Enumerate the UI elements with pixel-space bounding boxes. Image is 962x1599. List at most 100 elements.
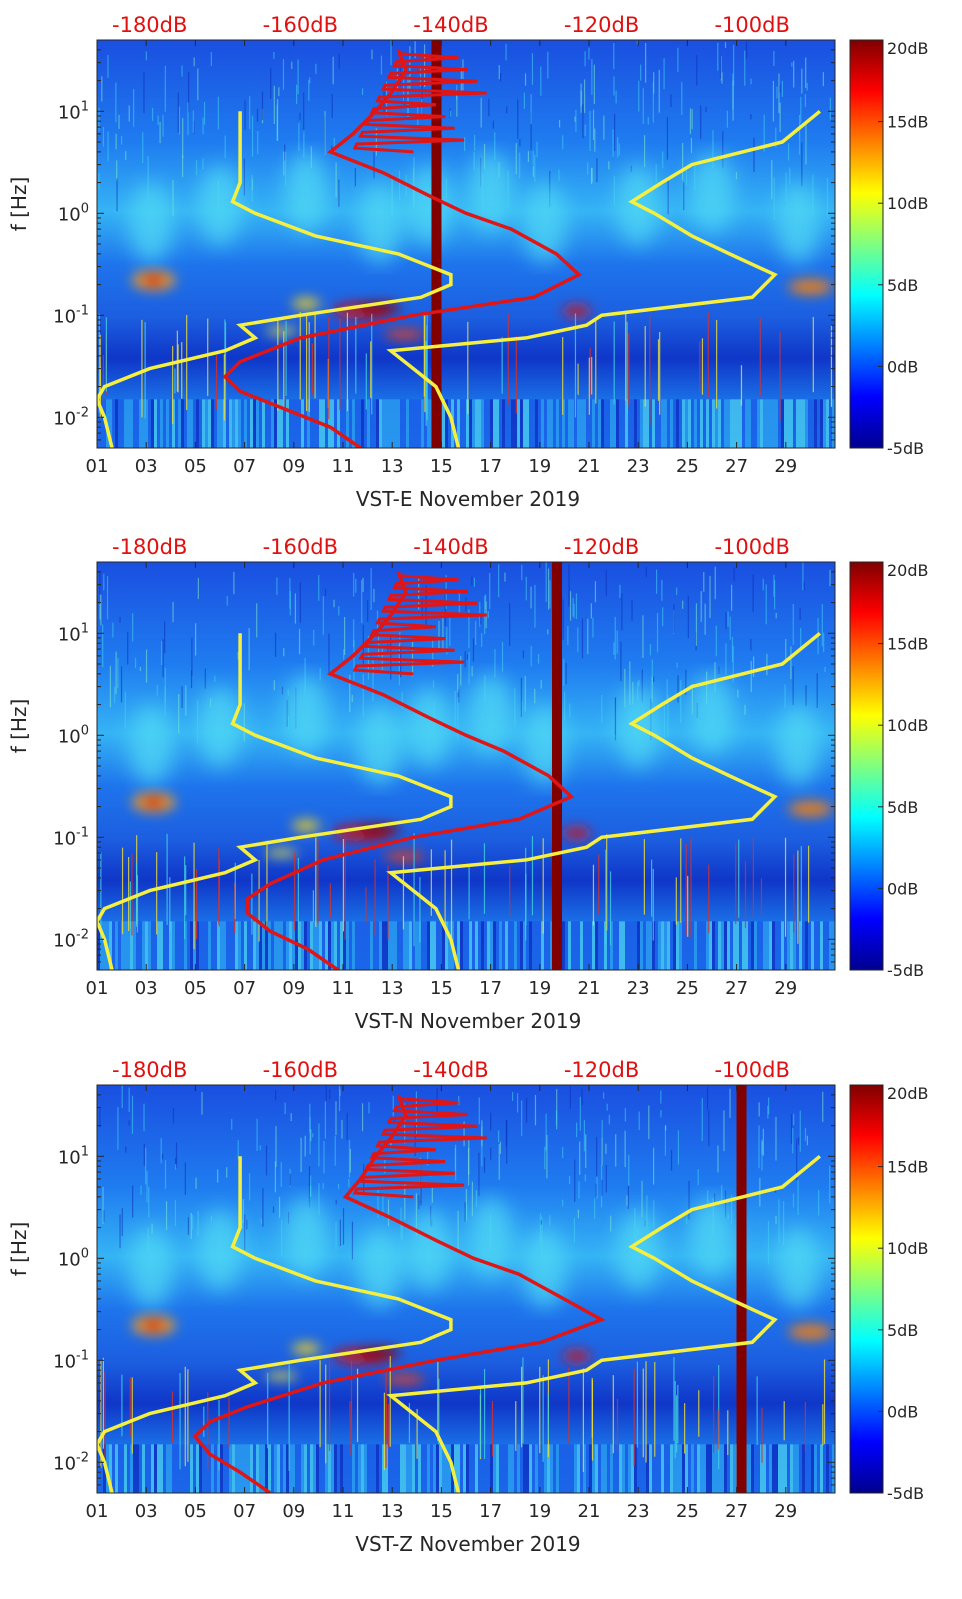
x-tick-label: 19 bbox=[528, 978, 551, 999]
x-tick-label: 27 bbox=[725, 1501, 748, 1522]
colorbar-label: 0dB bbox=[887, 357, 918, 376]
colorbar-label: 0dB bbox=[887, 1402, 918, 1421]
colorbar-label: 5dB bbox=[887, 798, 918, 817]
x-tick-label: 11 bbox=[332, 456, 355, 477]
x-tick-label: 03 bbox=[135, 978, 158, 999]
colorbar-label: 20dB bbox=[887, 561, 929, 580]
colorbar-label: 15dB bbox=[887, 635, 929, 654]
x-tick-label: 23 bbox=[627, 978, 650, 999]
panel-3: 01 03 05 07 09 11 13 15 17 19 21 23 25 27 29 VST-Z Nove… bbox=[7, 1058, 929, 1556]
data-gap-column bbox=[736, 1085, 747, 1493]
colorbar-label: 10dB bbox=[887, 1239, 929, 1258]
x-tick-label: 01 bbox=[86, 978, 109, 999]
psd-spikes bbox=[352, 574, 487, 676]
top-db-label: -160dB bbox=[263, 1058, 338, 1082]
x-tick-label: 05 bbox=[184, 456, 207, 477]
top-db-label: -160dB bbox=[263, 535, 338, 559]
colorbar-label: 0dB bbox=[887, 879, 918, 898]
top-db-label: -140dB bbox=[413, 535, 488, 559]
colorbar bbox=[849, 39, 884, 449]
median-psd-curve bbox=[245, 571, 575, 970]
nlnm-curve bbox=[97, 633, 453, 970]
x-tick-label: 21 bbox=[578, 1501, 601, 1522]
top-db-label: -160dB bbox=[263, 13, 338, 37]
y-tick-label: 101 bbox=[58, 99, 89, 123]
x-tick-label: 25 bbox=[676, 1501, 699, 1522]
colorbar bbox=[849, 561, 884, 971]
y-axis-label: f [Hz] bbox=[7, 699, 31, 754]
colorbar-label: 15dB bbox=[887, 113, 929, 132]
x-tick-label: 11 bbox=[332, 1501, 355, 1522]
y-tick-label: 100 bbox=[58, 723, 89, 747]
x-tick-label: 05 bbox=[184, 978, 207, 999]
nlnm-curve bbox=[97, 111, 453, 448]
low-frequency-band bbox=[97, 399, 835, 448]
colorbar-label: -5dB bbox=[887, 439, 924, 458]
noise-texture bbox=[98, 40, 831, 221]
spectrogram-1 bbox=[97, 40, 835, 448]
transient-streaks bbox=[100, 833, 810, 950]
transient-streaks bbox=[98, 312, 833, 426]
x-tick-label: 07 bbox=[233, 456, 256, 477]
colorbar-label: -5dB bbox=[887, 961, 924, 980]
median-psd-curve bbox=[222, 49, 583, 448]
x-tick-label: 29 bbox=[774, 1501, 797, 1522]
x-tick-label: 19 bbox=[528, 456, 551, 477]
psd-spikes bbox=[352, 1097, 487, 1199]
y-axis-label: f [Hz] bbox=[7, 1222, 31, 1277]
x-axis-label: VST-Z November 2019 bbox=[355, 1532, 580, 1556]
colorbar-label: 5dB bbox=[887, 276, 918, 295]
x-tick-label: 21 bbox=[578, 456, 601, 477]
colorbar bbox=[849, 1084, 884, 1494]
x-tick-label: 05 bbox=[184, 1501, 207, 1522]
x-axis-label: VST-E November 2019 bbox=[356, 487, 580, 511]
nhnm-curve bbox=[386, 631, 822, 970]
top-db-label: -120dB bbox=[564, 13, 639, 37]
top-db-label: -120dB bbox=[564, 1058, 639, 1082]
x-tick-label: 19 bbox=[528, 1501, 551, 1522]
x-tick-label: 03 bbox=[135, 1501, 158, 1522]
psd-spikes bbox=[352, 52, 487, 154]
x-tick-label: 15 bbox=[430, 456, 453, 477]
colorbar-label: 10dB bbox=[887, 716, 929, 735]
x-axis-label: VST-N November 2019 bbox=[355, 1009, 582, 1033]
spectrogram-2 bbox=[97, 562, 835, 970]
x-tick-label: 03 bbox=[135, 456, 158, 477]
spectrogram-3 bbox=[97, 1085, 835, 1493]
x-tick-label: 09 bbox=[282, 1501, 305, 1522]
top-db-label: -180dB bbox=[112, 13, 187, 37]
spectrogram-background bbox=[97, 562, 835, 970]
x-tick-label: 27 bbox=[725, 456, 748, 477]
x-tick-label: 27 bbox=[725, 978, 748, 999]
x-tick-label: 25 bbox=[676, 978, 699, 999]
x-tick-label: 13 bbox=[381, 978, 404, 999]
colorbar-label: -5dB bbox=[887, 1484, 924, 1503]
top-db-label: -120dB bbox=[564, 535, 639, 559]
x-tick-label: 23 bbox=[627, 1501, 650, 1522]
y-tick-label: 100 bbox=[58, 201, 89, 225]
x-tick-label: 29 bbox=[774, 978, 797, 999]
x-tick-label: 01 bbox=[86, 1501, 109, 1522]
x-tick-label: 17 bbox=[479, 978, 502, 999]
y-tick-label: 100 bbox=[58, 1246, 89, 1270]
low-frequency-band bbox=[97, 1444, 835, 1493]
x-tick-label: 15 bbox=[430, 1501, 453, 1522]
nhnm-curve bbox=[386, 1154, 822, 1493]
x-tick-label: 13 bbox=[381, 1501, 404, 1522]
data-gap-column bbox=[431, 40, 442, 448]
top-db-label: -100dB bbox=[714, 13, 789, 37]
top-db-label: -100dB bbox=[714, 1058, 789, 1082]
x-tick-label: 07 bbox=[233, 1501, 256, 1522]
x-tick-label: 29 bbox=[774, 456, 797, 477]
transient-streaks bbox=[100, 1356, 826, 1472]
panel-1: 01 03 05 07 09 11 13 15 17 19 21 23 25 27 29 VST-E Nove… bbox=[7, 13, 929, 511]
x-tick-label: 15 bbox=[430, 978, 453, 999]
x-tick-label: 01 bbox=[86, 456, 109, 477]
y-tick-label: 10-2 bbox=[53, 1450, 89, 1474]
x-tick-label: 09 bbox=[282, 978, 305, 999]
x-tick-label: 09 bbox=[282, 456, 305, 477]
y-tick-label: 10-1 bbox=[53, 825, 89, 849]
x-tick-label: 07 bbox=[233, 978, 256, 999]
top-db-label: -140dB bbox=[413, 1058, 488, 1082]
